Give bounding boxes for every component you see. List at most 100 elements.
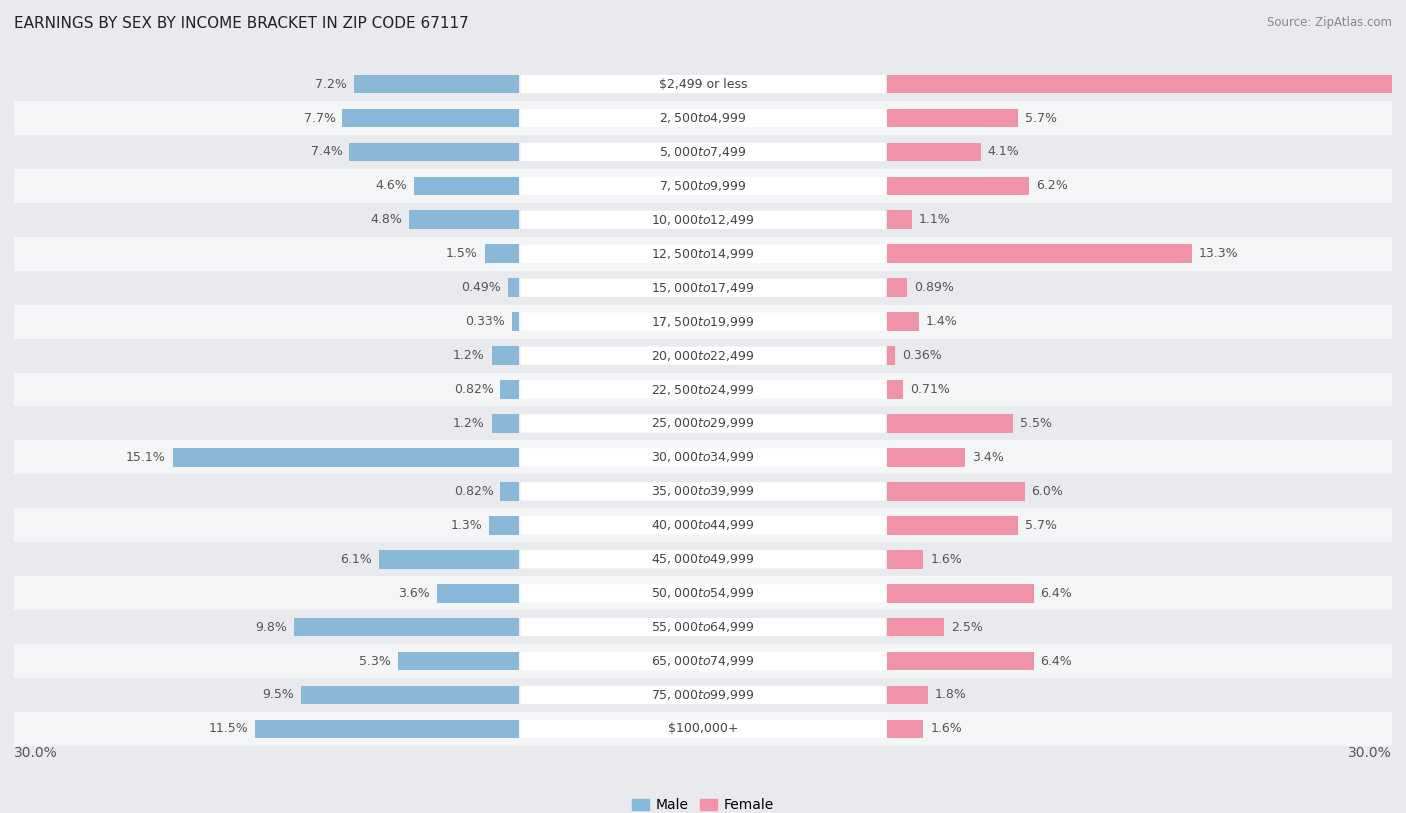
Text: 13.3%: 13.3% (1199, 247, 1239, 260)
Text: 0.89%: 0.89% (914, 281, 953, 294)
Bar (508, 278, 519, 297)
Text: 5.7%: 5.7% (1025, 519, 1056, 532)
FancyBboxPatch shape (520, 550, 886, 568)
FancyBboxPatch shape (520, 415, 886, 433)
Bar (398, 652, 519, 671)
Text: Source: ZipAtlas.com: Source: ZipAtlas.com (1267, 16, 1392, 29)
Bar (354, 75, 519, 93)
Text: 0.49%: 0.49% (461, 281, 501, 294)
Text: 1.8%: 1.8% (935, 689, 967, 702)
Bar (14, 67, 1392, 101)
Bar (14, 441, 1392, 474)
Bar (887, 584, 1033, 602)
Bar (14, 237, 1392, 271)
Text: 3.6%: 3.6% (398, 587, 430, 600)
Bar (512, 312, 519, 331)
Text: 5.3%: 5.3% (359, 654, 391, 667)
Text: 9.5%: 9.5% (263, 689, 294, 702)
Text: $45,000 to $49,999: $45,000 to $49,999 (651, 552, 755, 566)
Text: $35,000 to $39,999: $35,000 to $39,999 (651, 485, 755, 498)
Text: 2.5%: 2.5% (950, 620, 983, 633)
Bar (14, 644, 1392, 678)
Bar (887, 211, 912, 229)
Text: $100,000+: $100,000+ (668, 723, 738, 736)
Bar (14, 610, 1392, 644)
Bar (501, 380, 519, 399)
Bar (14, 712, 1392, 746)
Bar (14, 271, 1392, 305)
Bar (501, 482, 519, 501)
Text: 1.2%: 1.2% (453, 417, 485, 430)
Bar (887, 652, 1033, 671)
Bar (294, 618, 519, 637)
Bar (887, 685, 928, 704)
Text: EARNINGS BY SEX BY INCOME BRACKET IN ZIP CODE 67117: EARNINGS BY SEX BY INCOME BRACKET IN ZIP… (14, 16, 468, 31)
Bar (173, 448, 519, 467)
Text: $30,000 to $34,999: $30,000 to $34,999 (651, 450, 755, 464)
Text: $22,500 to $24,999: $22,500 to $24,999 (651, 383, 755, 397)
Text: $10,000 to $12,499: $10,000 to $12,499 (651, 213, 755, 227)
Text: $2,500 to $4,999: $2,500 to $4,999 (659, 111, 747, 125)
Bar (887, 142, 981, 161)
Bar (14, 203, 1392, 237)
Text: $12,500 to $14,999: $12,500 to $14,999 (651, 247, 755, 261)
Bar (887, 245, 1192, 263)
Text: 6.4%: 6.4% (1040, 587, 1073, 600)
Bar (485, 245, 519, 263)
Bar (887, 278, 907, 297)
Text: $75,000 to $99,999: $75,000 to $99,999 (651, 688, 755, 702)
Bar (887, 516, 1018, 535)
Text: 0.82%: 0.82% (454, 383, 494, 396)
Bar (14, 101, 1392, 135)
Text: 4.6%: 4.6% (375, 180, 406, 193)
Text: 7.7%: 7.7% (304, 111, 336, 124)
Text: $65,000 to $74,999: $65,000 to $74,999 (651, 654, 755, 668)
Bar (887, 550, 924, 568)
Bar (887, 448, 965, 467)
Bar (492, 414, 519, 433)
Bar (413, 176, 519, 195)
Bar (14, 169, 1392, 203)
FancyBboxPatch shape (520, 482, 886, 501)
Legend: Male, Female: Male, Female (633, 798, 773, 812)
Bar (14, 372, 1392, 406)
Text: 7.2%: 7.2% (315, 77, 347, 90)
Text: 9.8%: 9.8% (256, 620, 287, 633)
Bar (14, 542, 1392, 576)
Bar (14, 678, 1392, 712)
Bar (343, 109, 519, 128)
FancyBboxPatch shape (520, 584, 886, 602)
Bar (887, 176, 1029, 195)
Text: 3.4%: 3.4% (972, 451, 1004, 464)
Text: 15.1%: 15.1% (127, 451, 166, 464)
Bar (14, 576, 1392, 610)
Text: 11.5%: 11.5% (208, 723, 249, 736)
Text: $2,499 or less: $2,499 or less (659, 77, 747, 90)
Bar (489, 516, 519, 535)
Bar (887, 618, 945, 637)
FancyBboxPatch shape (520, 448, 886, 467)
Bar (14, 474, 1392, 508)
FancyBboxPatch shape (520, 312, 886, 331)
Bar (380, 550, 519, 568)
Text: 6.2%: 6.2% (1036, 180, 1067, 193)
FancyBboxPatch shape (520, 245, 886, 263)
Bar (887, 75, 1406, 93)
Text: $17,500 to $19,999: $17,500 to $19,999 (651, 315, 755, 328)
Text: $5,000 to $7,499: $5,000 to $7,499 (659, 145, 747, 159)
Text: 7.4%: 7.4% (311, 146, 343, 159)
Text: 1.1%: 1.1% (920, 213, 950, 226)
Text: 1.6%: 1.6% (931, 723, 962, 736)
Bar (14, 508, 1392, 542)
Bar (887, 346, 896, 365)
Text: 0.33%: 0.33% (465, 315, 505, 328)
Text: $25,000 to $29,999: $25,000 to $29,999 (651, 416, 755, 430)
Text: 1.3%: 1.3% (451, 519, 482, 532)
Text: 0.71%: 0.71% (910, 383, 950, 396)
Text: $55,000 to $64,999: $55,000 to $64,999 (651, 620, 755, 634)
Bar (14, 135, 1392, 169)
Bar (409, 211, 519, 229)
FancyBboxPatch shape (520, 618, 886, 637)
Text: 0.36%: 0.36% (901, 349, 942, 362)
Text: 6.4%: 6.4% (1040, 654, 1073, 667)
